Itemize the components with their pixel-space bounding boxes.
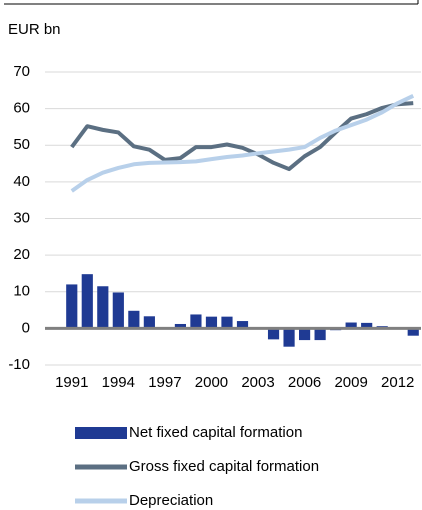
y-tick-label: 0	[22, 319, 30, 336]
bar	[97, 286, 109, 329]
y-tick-label: 60	[13, 100, 30, 117]
x-tick-label: 2000	[195, 374, 228, 391]
x-tick-label: 2003	[241, 374, 274, 391]
bar	[128, 310, 140, 329]
x-tick-label: 1997	[148, 374, 181, 391]
bar	[205, 316, 218, 329]
bar	[112, 292, 124, 329]
bar	[190, 314, 202, 329]
legend-label: Net fixed capital formation	[129, 424, 302, 441]
line	[70, 101, 414, 172]
y-tick-label: 40	[13, 173, 30, 190]
y-tick-label: 20	[13, 246, 30, 263]
bar	[236, 321, 249, 329]
x-tick-label: 2009	[334, 374, 367, 391]
bar	[407, 328, 419, 336]
bar	[221, 316, 233, 329]
y-tick-label: 50	[13, 136, 30, 153]
x-tick-label: 1994	[102, 374, 135, 391]
bar	[345, 322, 357, 329]
y-axis-label: EUR bn	[8, 21, 61, 38]
x-tick-label: 2012	[381, 374, 414, 391]
line	[70, 93, 415, 193]
legend-label: Depreciation	[129, 492, 213, 509]
bar	[298, 328, 311, 341]
bar	[174, 323, 187, 329]
bar	[361, 322, 373, 329]
x-tick-label: 1991	[55, 374, 88, 391]
legend-swatch	[75, 427, 127, 439]
y-tick-label: 70	[13, 63, 30, 80]
y-tick-label: 30	[13, 209, 30, 226]
legend-label: Gross fixed capital formation	[129, 458, 319, 475]
bar	[81, 274, 93, 329]
y-tick-label: 10	[13, 283, 30, 300]
x-tick-label: 2006	[288, 374, 321, 391]
bar	[314, 328, 326, 341]
bar	[267, 328, 280, 340]
y-tick-label: -10	[8, 356, 30, 373]
bar	[283, 328, 295, 347]
bar	[143, 316, 155, 329]
bar	[66, 284, 78, 329]
